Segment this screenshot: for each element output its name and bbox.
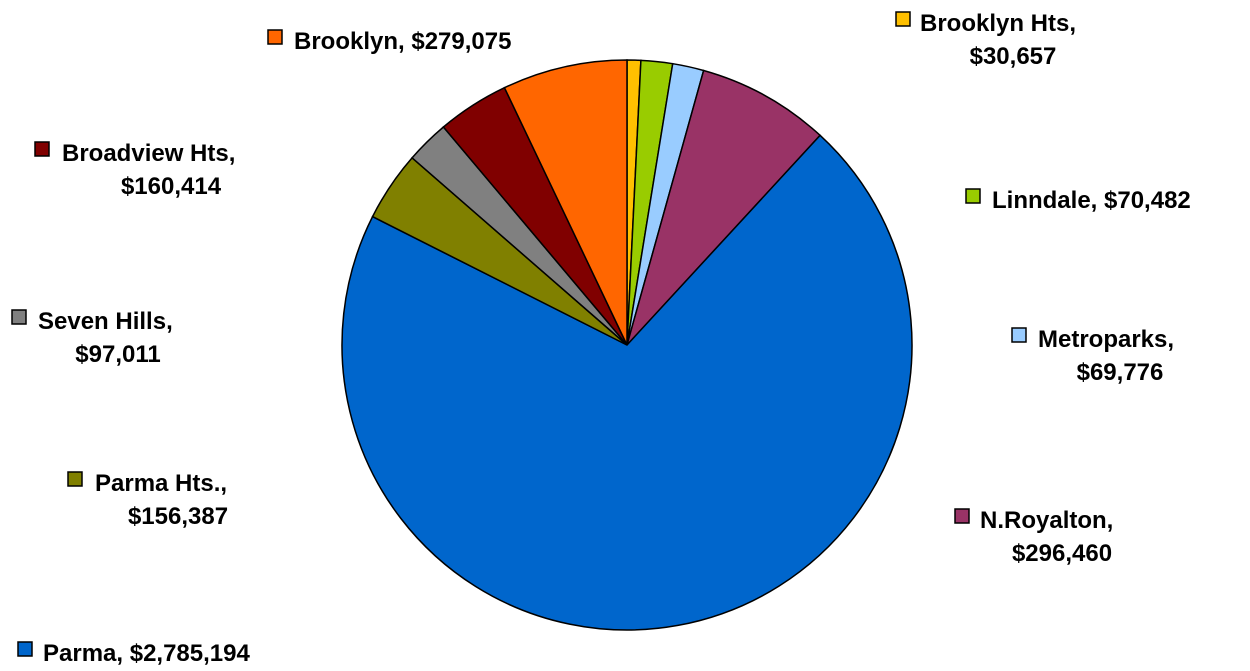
legend-swatch-parma (17, 641, 33, 657)
data-label-broadview-hts: Broadview Hts, (62, 140, 235, 167)
data-value-broadview-hts: $160,414 (121, 173, 222, 200)
data-label-brooklyn: Brooklyn, $279,075 (294, 28, 511, 55)
pie-slice-n-royalton (626, 69, 822, 346)
pie-slices (341, 59, 913, 631)
data-label-seven-hills: Seven Hills, (38, 308, 173, 335)
data-value-n-royalton: $296,460 (1012, 540, 1112, 567)
label-brooklyn-hts: Brooklyn Hts, $30,657 (895, 10, 1076, 70)
legend-swatch-brooklyn-hts (895, 11, 911, 27)
legend-swatch-metroparks (1011, 327, 1027, 343)
data-value-metroparks: $69,776 (1077, 359, 1164, 386)
label-broadview-hts: Broadview Hts, $160,414 (34, 140, 235, 200)
legend-swatch-seven-hills (11, 309, 27, 325)
label-seven-hills: Seven Hills, $97,011 (11, 308, 173, 368)
data-label-parma: Parma, $2,785,194 (43, 640, 250, 667)
data-label-n-royalton: N.Royalton, (980, 507, 1113, 534)
label-parma-hts: Parma Hts., $156,387 (67, 470, 228, 530)
pie-labels: Brooklyn Hts, $30,657 Linndale, $70,482 Met… (11, 10, 1191, 667)
label-brooklyn: Brooklyn, $279,075 (267, 28, 511, 55)
data-label-metroparks: Metroparks, (1038, 326, 1174, 353)
data-label-linndale: Linndale, $70,482 (992, 187, 1191, 214)
data-value-seven-hills: $97,011 (75, 341, 160, 368)
data-value-brooklyn-hts: $30,657 (970, 43, 1057, 70)
label-parma: Parma, $2,785,194 (17, 640, 250, 667)
legend-swatch-brooklyn (267, 29, 283, 45)
data-label-brooklyn-hts: Brooklyn Hts, (920, 10, 1076, 37)
data-label-parma-hts: Parma Hts., (95, 470, 227, 497)
legend-swatch-n-royalton (954, 508, 970, 524)
legend-swatch-parma-hts (67, 471, 83, 487)
label-metroparks: Metroparks, $69,776 (1011, 326, 1174, 386)
legend-swatch-linndale (965, 188, 981, 204)
data-value-parma-hts: $156,387 (128, 503, 228, 530)
pie-slice-brooklyn (503, 59, 628, 346)
pie-slice-parma (341, 134, 913, 631)
legend-swatch-broadview-hts (34, 141, 50, 157)
label-linndale: Linndale, $70,482 (965, 187, 1191, 214)
label-n-royalton: N.Royalton, $296,460 (954, 507, 1113, 567)
